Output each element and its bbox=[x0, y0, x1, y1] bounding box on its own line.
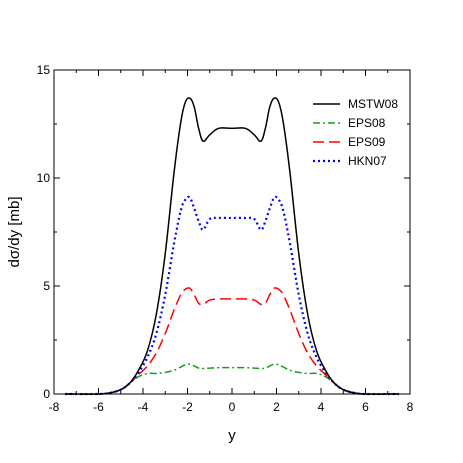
legend-label-mstw08: MSTW08 bbox=[348, 97, 398, 111]
x-tick-label: -6 bbox=[93, 400, 104, 414]
series-line-eps08 bbox=[65, 363, 399, 395]
plot-area bbox=[53, 69, 411, 395]
x-tick-label: 0 bbox=[229, 400, 236, 414]
x-tick-label: 6 bbox=[362, 400, 369, 414]
y-tick-label: 5 bbox=[43, 279, 50, 293]
y-tick-label: 0 bbox=[43, 387, 50, 401]
x-axis-title: y bbox=[228, 427, 236, 444]
legend-label-eps08: EPS08 bbox=[348, 116, 386, 130]
y-axis-title: dσ/dy [mb] bbox=[6, 197, 23, 268]
x-tick-label: -8 bbox=[49, 400, 60, 414]
x-tick-label: 8 bbox=[407, 400, 414, 414]
x-tick-label: 2 bbox=[273, 400, 280, 414]
axis-ticks: -8 -6 -4 -2 0 2 4 6 8 0 5 10 15 bbox=[37, 63, 414, 414]
x-tick-label: -4 bbox=[138, 400, 149, 414]
x-tick-label: 4 bbox=[318, 400, 325, 414]
legend: MSTW08 EPS08 EPS09 HKN07 bbox=[313, 97, 398, 168]
series-line-mstw08 bbox=[65, 97, 399, 395]
y-tick-label: 15 bbox=[37, 63, 51, 77]
x-tick-label: -2 bbox=[182, 400, 193, 414]
series-layer bbox=[65, 97, 399, 396]
legend-label-eps09: EPS09 bbox=[348, 135, 386, 149]
legend-label-hkn07: HKN07 bbox=[348, 154, 387, 168]
y-tick-label: 10 bbox=[37, 171, 51, 185]
